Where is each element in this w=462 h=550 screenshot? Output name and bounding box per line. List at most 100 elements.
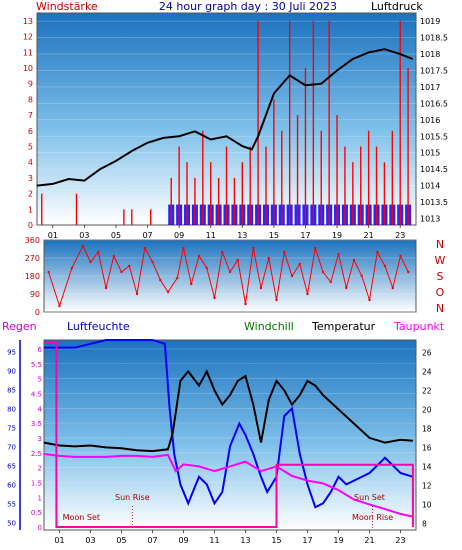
wind-tick-label: 6 (28, 127, 33, 136)
direction-point (104, 286, 108, 290)
direction-point (228, 270, 232, 274)
temperature-tick-label: 24 (422, 367, 432, 376)
rain-tick-label: 5 (38, 376, 42, 384)
wind-tick-label: 11 (23, 48, 33, 57)
temp-humidity-axes: 0 0.5 1 1.5 2 2.5 3 3.5 4 4.5 5 5.5 6 50 55 60 65 70 75 80 8… (7, 340, 432, 532)
x-tick-label: 07 (147, 536, 157, 545)
direction-point (337, 252, 340, 256)
temp-humidity-marks (43, 339, 414, 528)
annotation-label: Moon Set (63, 513, 100, 522)
temperature-tick-label: 26 (422, 348, 432, 357)
compass-label: W (435, 254, 446, 267)
rain-tick-label: 0 (38, 524, 42, 532)
direction-point (97, 250, 100, 254)
wind-tick-label: 2 (28, 190, 33, 199)
direction-point (58, 304, 61, 308)
x-tick-label: 01 (48, 231, 58, 240)
regen-label: Regen (2, 320, 37, 333)
humidity-tick-label: 95 (7, 348, 16, 356)
x-tick-label: 03 (85, 536, 95, 545)
x-tick-label: 13 (240, 536, 250, 545)
temperature-tick-label: 22 (422, 386, 432, 395)
temperature-tick-label: 8 (422, 519, 427, 528)
temperature-tick-label: 12 (422, 481, 432, 490)
taupunkt-label: Taupunkt (393, 320, 445, 333)
direction-tick-label: 90 (30, 290, 40, 299)
direction-point (345, 286, 348, 290)
x-tick-label: 21 (364, 231, 374, 240)
annotation-label: Moon Rise (352, 513, 393, 522)
annotation-label: Sun Set (354, 493, 385, 502)
compass-label: O (436, 286, 445, 299)
x-tick-label: 17 (302, 536, 312, 545)
direction-point (290, 274, 294, 278)
direction-point (197, 254, 201, 258)
rain-tick-label: 6 (38, 346, 43, 354)
humidity-tick-label: 90 (7, 367, 16, 375)
x-tick-label: 23 (395, 231, 405, 240)
humidity-tick-label: 70 (7, 443, 16, 451)
x-tick-label: 07 (142, 231, 152, 240)
direction-point (244, 302, 247, 306)
wind-tick-label: 5 (28, 142, 33, 151)
pressure-tick-label: 1013 (420, 214, 440, 223)
wind-tick-label: 7 (28, 111, 33, 120)
direction-point (306, 292, 309, 296)
pressure-tick-label: 1018 (420, 50, 440, 59)
direction-line (48, 244, 409, 308)
direction-point (151, 260, 154, 264)
astro-annotations: Moon Set Sun Rise Moon Rise Sun Set (63, 493, 393, 530)
rain-tick-label: 1.5 (31, 480, 42, 488)
direction-point (360, 274, 363, 278)
wind-tick-label: 8 (28, 95, 33, 104)
x-tick-label: 05 (116, 536, 126, 545)
wind-tick-label: 10 (23, 64, 33, 73)
humidity-tick-label: 60 (7, 481, 16, 489)
pressure-tick-label: 1015.5 (420, 132, 448, 141)
wind-direction-panel (43, 239, 417, 313)
pressure-tick-label: 1014.5 (420, 165, 448, 174)
direction-point (176, 276, 179, 280)
wind-tick-label: 0 (28, 221, 33, 230)
temperature-tick-label: 20 (422, 405, 432, 414)
x-tick-label: 03 (79, 231, 89, 240)
rain-tick-label: 2.5 (31, 450, 42, 458)
pressure-tick-label: 1016 (420, 116, 440, 125)
rain-tick-label: 4 (38, 405, 43, 413)
rain-tick-label: 4.5 (31, 390, 42, 398)
temp-humidity-panel (43, 339, 417, 531)
direction-point (376, 250, 379, 254)
temperatur-line (43, 369, 413, 453)
x-tick-label: 11 (206, 231, 216, 240)
pressure-tick-label: 1016.5 (420, 99, 448, 108)
direction-point (89, 260, 92, 264)
wind-direction-grid (44, 239, 416, 313)
humidity-tick-label: 65 (7, 462, 16, 470)
direction-point (407, 270, 410, 274)
direction-tick-label: 0 (35, 308, 40, 317)
direction-point (283, 250, 286, 254)
annotation-label: Sun Rise (115, 493, 150, 502)
x-axis-bottom: 01 03 05 07 09 11 13 15 17 19 21 23 (54, 530, 406, 545)
direction-point (298, 262, 301, 266)
direction-point (159, 278, 162, 282)
wind-tick-label: 4 (28, 158, 33, 167)
direction-point (368, 298, 371, 302)
direction-point (120, 270, 123, 274)
rain-tick-label: 0.5 (31, 509, 42, 517)
direction-point (275, 298, 278, 302)
rain-tick-label: 3 (38, 435, 42, 443)
direction-point (259, 286, 263, 290)
direction-point (221, 250, 224, 254)
temperature-tick-label: 16 (422, 443, 432, 452)
direction-point (329, 280, 332, 284)
x-tick-label: 09 (178, 536, 188, 545)
rain-tick-label: 5.5 (31, 361, 42, 369)
humidity-tick-label: 55 (7, 500, 16, 508)
x-axis-top: 01 03 05 07 09 11 13 15 17 19 21 23 (48, 225, 405, 240)
compass-label: S (437, 270, 444, 283)
pressure-tick-label: 1017.5 (420, 67, 448, 76)
direction-point (213, 296, 216, 300)
direction-point (399, 254, 402, 258)
